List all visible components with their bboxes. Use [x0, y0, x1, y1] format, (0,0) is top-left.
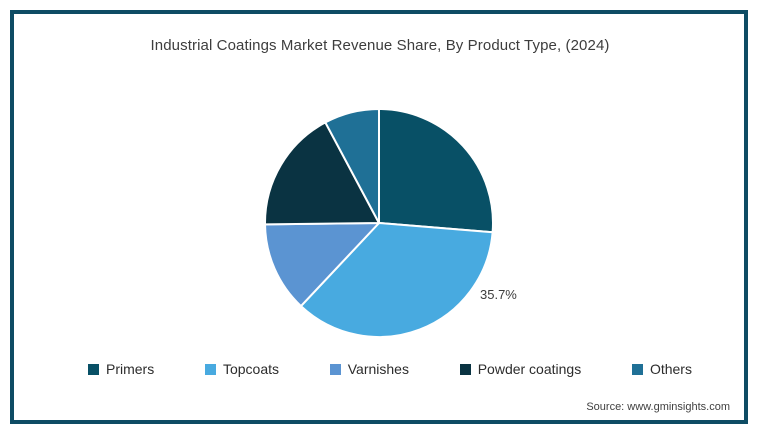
legend-swatch-varnishes — [329, 363, 341, 375]
legend-item-powder-coatings: Powder coatings — [459, 361, 582, 377]
legend-swatch-powder-coatings — [459, 363, 471, 375]
data-label-topcoats: 35.7% — [480, 287, 517, 302]
source-attribution: Source: www.gminsights.com — [586, 401, 730, 413]
legend-item-primers: Primers — [88, 361, 154, 377]
legend-label-topcoats: Topcoats — [222, 361, 280, 377]
legend-swatch-topcoats — [204, 363, 216, 375]
legend-swatch-primers — [88, 363, 99, 375]
legend-label-primers: Primers — [106, 361, 155, 377]
pie-slice-topcoats — [299, 222, 494, 338]
pie-slice-varnishes — [264, 222, 380, 308]
legend: Primers Topcoats Varnishes Powder coatin… — [88, 361, 692, 377]
pie-slice-others — [324, 108, 380, 224]
legend-swatch-others — [631, 363, 643, 375]
pie-chart — [264, 108, 494, 338]
legend-label-others: Others — [649, 361, 692, 377]
legend-label-powder-coatings: Powder coatings — [477, 361, 582, 377]
legend-item-others: Others — [631, 361, 692, 377]
legend-item-topcoats: Topcoats — [204, 361, 280, 377]
legend-label-varnishes: Varnishes — [347, 361, 409, 377]
pie-slice-primers — [378, 108, 494, 234]
legend-item-varnishes: Varnishes — [329, 361, 409, 377]
pie-slice-powder-coatings — [264, 121, 380, 226]
chart-title: Industrial Coatings Market Revenue Share… — [150, 37, 610, 54]
